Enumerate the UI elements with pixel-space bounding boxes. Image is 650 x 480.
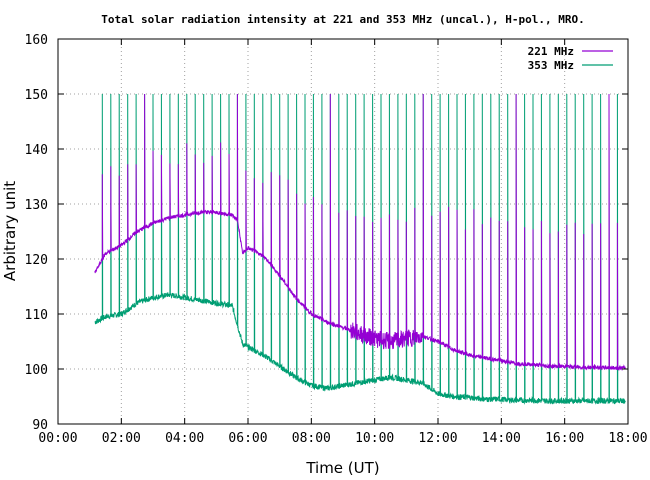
legend: 221 MHz 353 MHz xyxy=(528,45,613,72)
series-line-221 xyxy=(94,93,626,372)
y-tick-label: 150 xyxy=(25,88,48,103)
axis-ticks: 00:00 02:00 04:00 06:00 08:00 10:00 12:00 14:00… xyxy=(25,33,648,446)
plot-border xyxy=(57,38,629,425)
y-tick-label: 100 xyxy=(25,363,48,378)
x-tick-label: 14:00 xyxy=(482,431,521,446)
y-tick-label: 90 xyxy=(32,418,48,433)
x-tick-label: 10:00 xyxy=(355,431,394,446)
chart-title: Total solar radiation intensity at 221 a… xyxy=(101,13,584,26)
y-tick-label: 140 xyxy=(25,143,48,158)
series-line-353 xyxy=(94,93,626,405)
x-tick-label: 00:00 xyxy=(38,431,77,446)
x-tick-label: 16:00 xyxy=(545,431,584,446)
x-tick-label: 04:00 xyxy=(165,431,204,446)
grid-lines xyxy=(58,39,628,424)
legend-label-353: 353 MHz xyxy=(528,59,574,72)
y-tick-label: 160 xyxy=(25,33,48,48)
legend-label-221: 221 MHz xyxy=(528,45,574,58)
x-tick-label: 02:00 xyxy=(102,431,141,446)
y-tick-label: 110 xyxy=(25,308,48,323)
x-axis-label: Time (UT) xyxy=(305,459,379,477)
y-tick-label: 120 xyxy=(25,253,48,268)
y-tick-label: 130 xyxy=(25,198,48,213)
x-tick-label: 08:00 xyxy=(292,431,331,446)
x-tick-label: 06:00 xyxy=(228,431,267,446)
y-axis-label: Arbitrary unit xyxy=(1,181,19,281)
x-tick-label: 18:00 xyxy=(608,431,647,446)
plot-area xyxy=(94,93,626,405)
x-tick-label: 12:00 xyxy=(418,431,457,446)
